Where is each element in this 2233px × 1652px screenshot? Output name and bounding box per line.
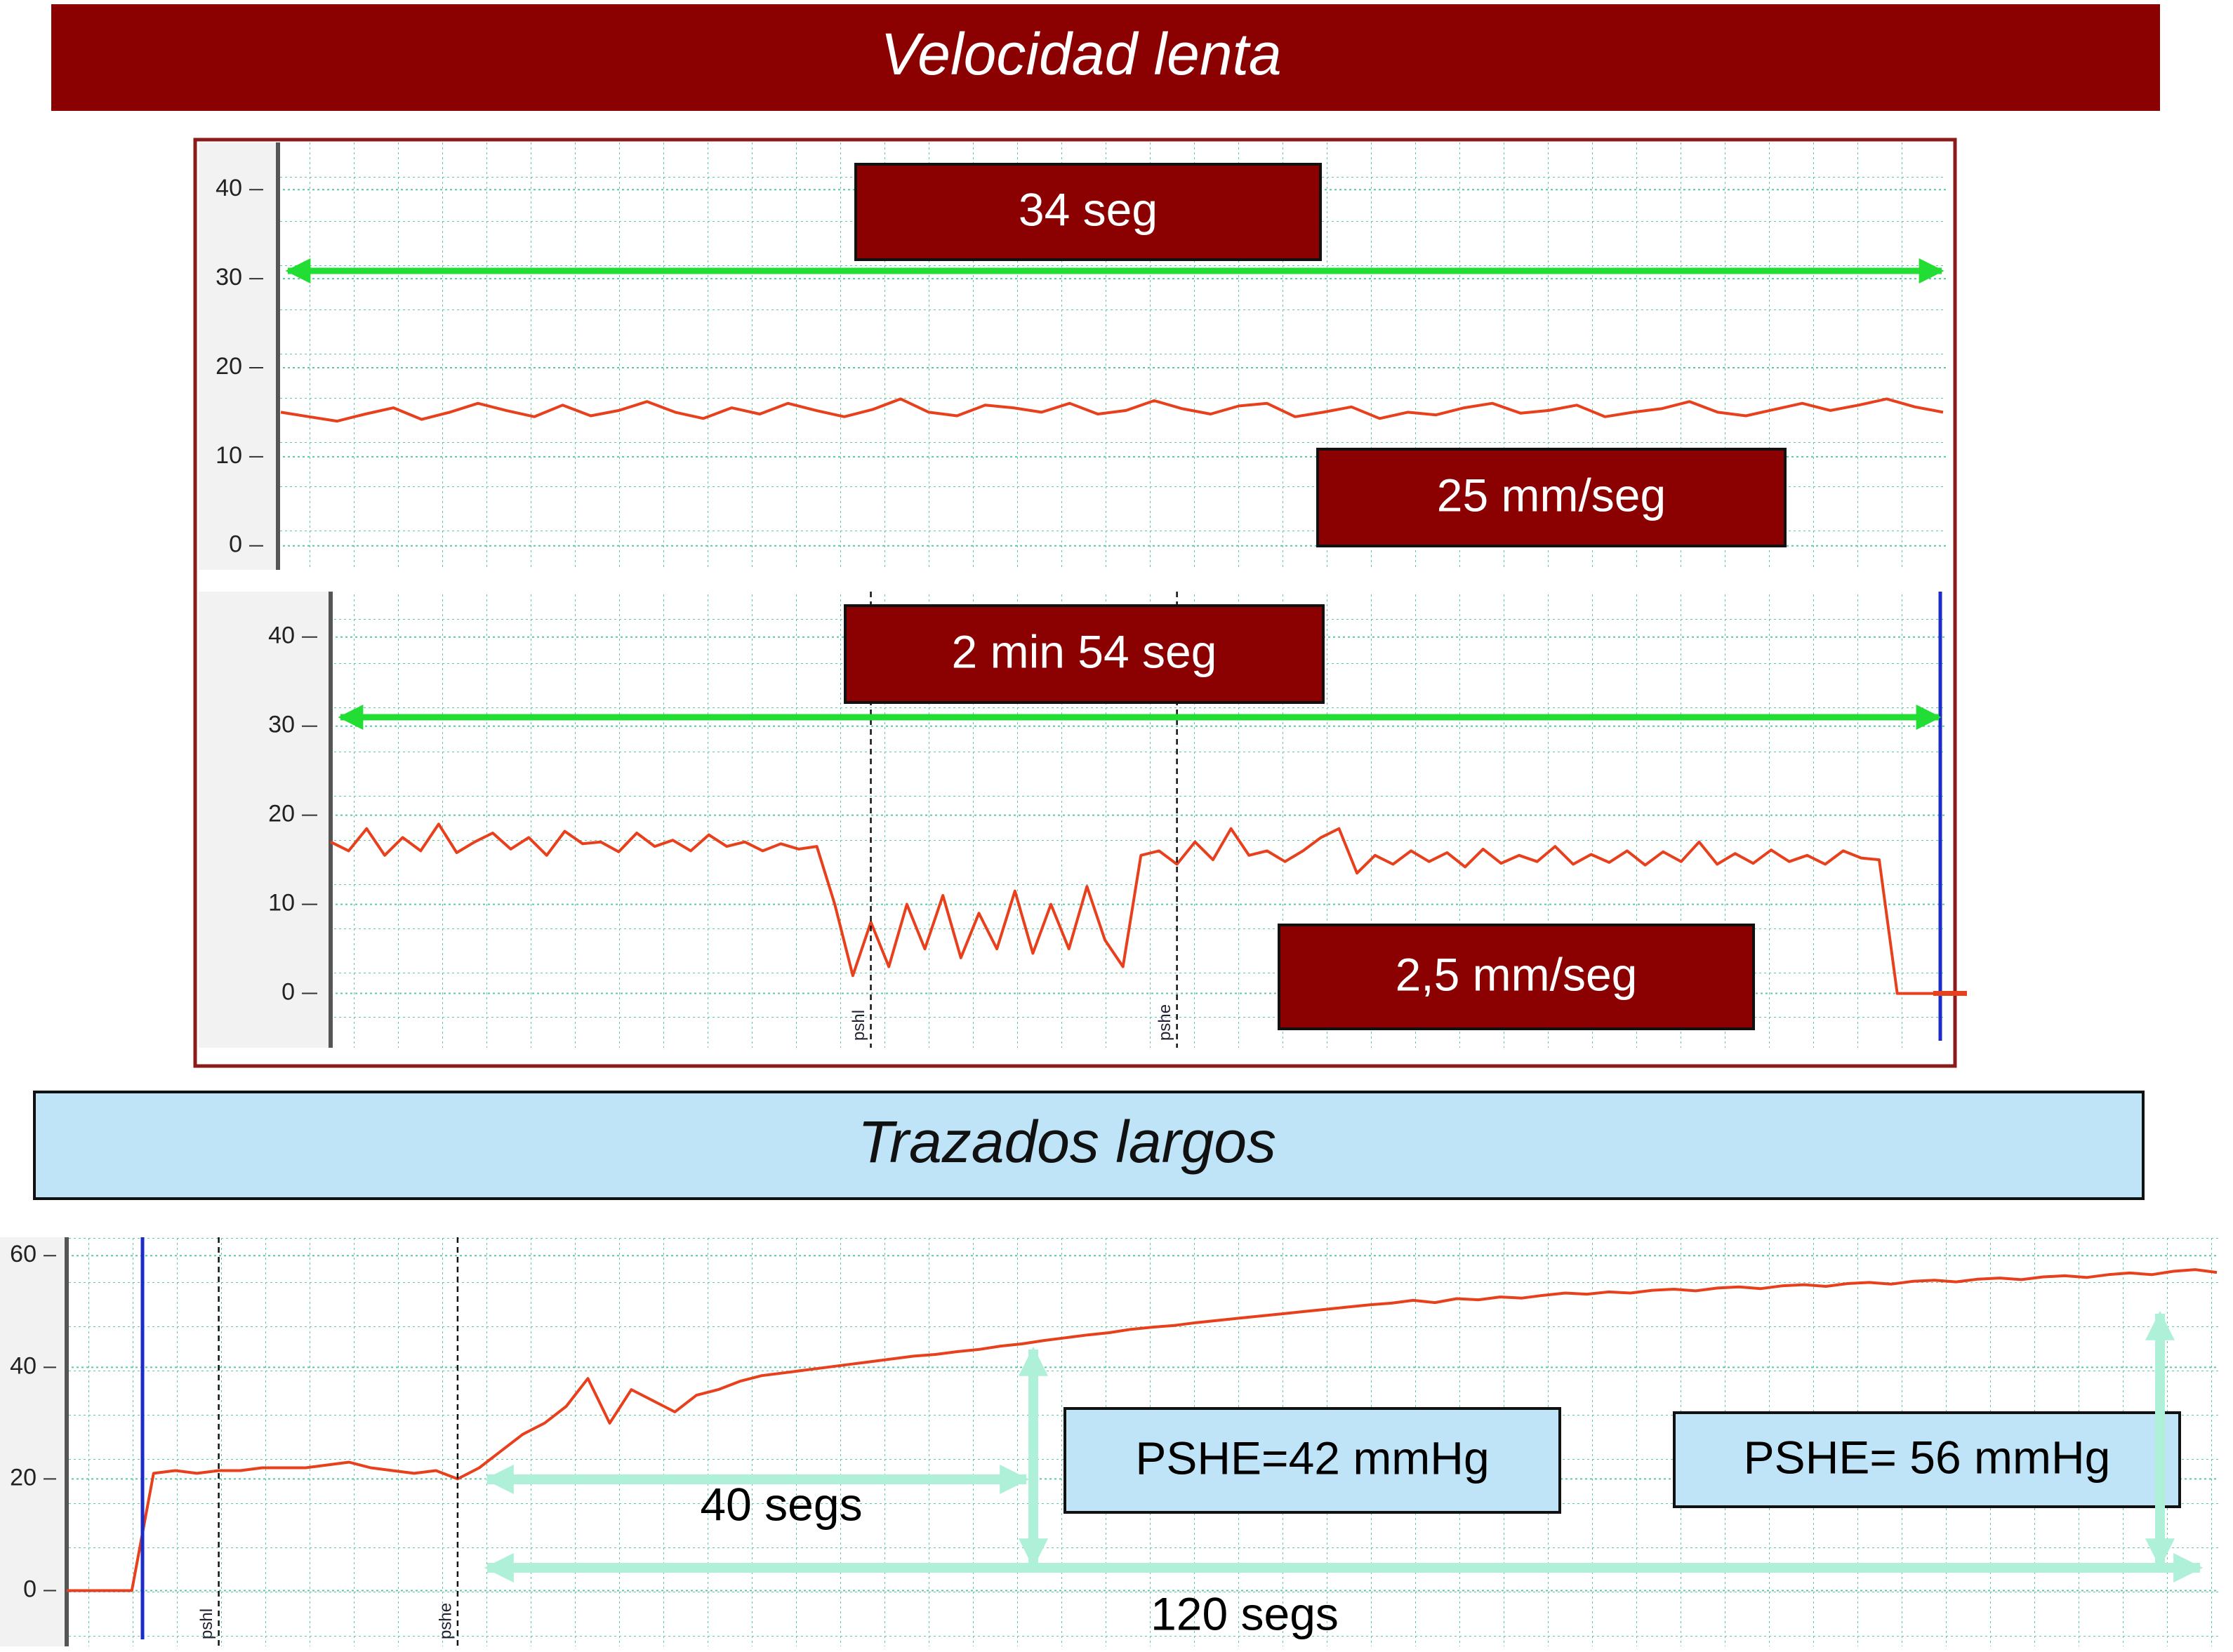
label-box [1278, 924, 1755, 1030]
y-tick-label: 30 [268, 712, 295, 738]
data-line [67, 1268, 2218, 1592]
y-tick-label: 0 [281, 979, 295, 1006]
charts: 0 10 20 30 40 34 seg 25 mm/seg 0 10 20 30 40 pshl psh… [0, 142, 2218, 1646]
label-box [844, 604, 1325, 704]
marker-label: pshe [436, 1603, 455, 1639]
y-tick-label: 40 [216, 175, 242, 201]
label-box [1316, 448, 1787, 547]
y-tick-label: 30 [216, 264, 242, 291]
y-tick-label: 60 [10, 1241, 37, 1267]
y-tick-label: 10 [268, 890, 295, 917]
y-tick-label: 20 [10, 1464, 37, 1491]
annotation: PSHE=42 mmHg [1135, 1432, 1489, 1484]
marker-label: pshl [197, 1608, 216, 1639]
axis-panel [199, 592, 331, 1048]
section-header [51, 4, 2160, 111]
marker-label: pshe [1155, 1004, 1174, 1041]
data-line [330, 822, 1933, 995]
y-tick-label: 20 [268, 801, 295, 827]
section-header [33, 1091, 2145, 1200]
section-title: Velocidad lenta [880, 21, 1281, 87]
data-line [280, 397, 1944, 423]
chart: 0 10 20 30 40 pshl pshe 2 min 54 seg 2,5 mm/seg [199, 592, 1967, 1048]
chart: 0 20 40 60 pshl pshe PSHE=42 mmHg PSHE= 56 mmHg… [0, 1237, 2218, 1646]
annotation: 2,5 mm/seg [1396, 948, 1638, 1000]
label-box [1673, 1411, 2181, 1508]
y-tick-label: 10 [216, 442, 242, 469]
axis-panel [0, 1237, 67, 1646]
annotation: 25 mm/seg [1437, 469, 1666, 521]
annotation: 120 segs [1151, 1587, 1339, 1639]
annotation: PSHE= 56 mmHg [1744, 1431, 2111, 1483]
annotation: 34 seg [1019, 183, 1158, 235]
annotation: 2 min 54 seg [952, 625, 1217, 677]
arrows [285, 258, 2204, 1583]
section-title: Trazados largos [858, 1109, 1276, 1175]
chart: 0 10 20 30 40 34 seg 25 mm/seg [199, 142, 1946, 570]
marker-label: pshl [849, 1010, 868, 1041]
annotation: 40 segs [700, 1478, 862, 1530]
y-tick-label: 40 [268, 622, 295, 649]
label-box [1064, 1407, 1561, 1514]
y-tick-label: 20 [216, 353, 242, 380]
y-tick-label: 40 [10, 1352, 37, 1379]
axis-panel [199, 142, 278, 570]
y-tick-label: 0 [229, 531, 242, 558]
y-tick-label: 0 [23, 1576, 37, 1602]
